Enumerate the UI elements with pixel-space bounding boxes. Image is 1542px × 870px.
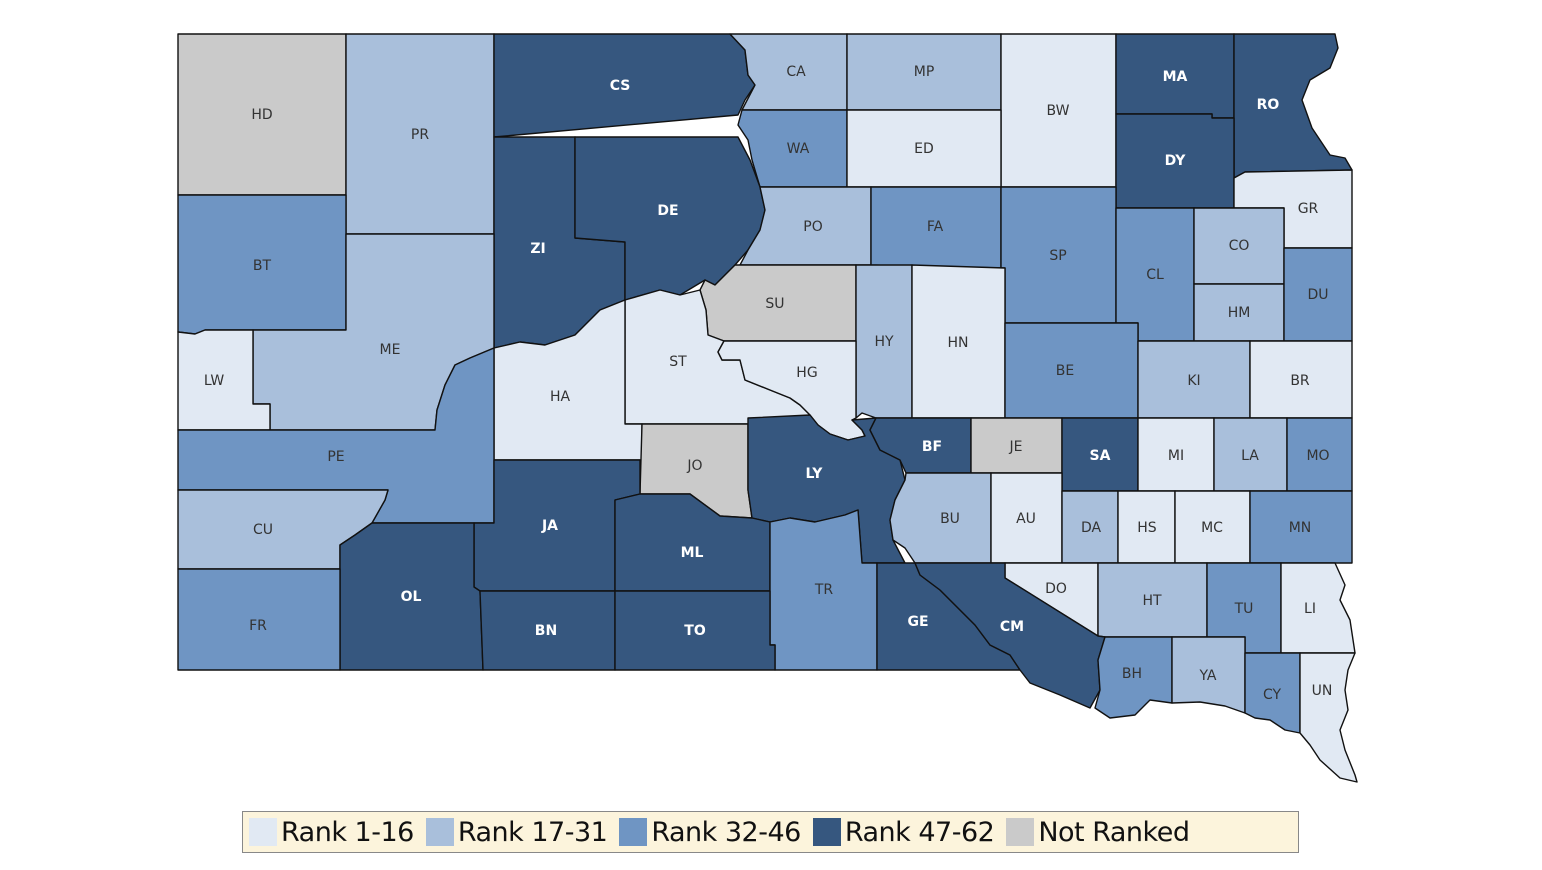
county-MO[interactable] xyxy=(1286,417,1353,492)
county-YA[interactable] xyxy=(1171,636,1246,714)
county-UN[interactable] xyxy=(1299,652,1358,783)
county-BE[interactable] xyxy=(1004,322,1139,419)
county-CO[interactable] xyxy=(1193,207,1285,285)
county-CM[interactable] xyxy=(914,562,1106,709)
county-PR[interactable] xyxy=(345,33,495,235)
county-TO[interactable] xyxy=(614,590,776,671)
county-LI[interactable] xyxy=(1280,562,1356,654)
county-FR[interactable] xyxy=(177,568,341,671)
county-MN[interactable] xyxy=(1249,490,1353,564)
county-MA[interactable] xyxy=(1115,33,1235,119)
county-SU[interactable] xyxy=(699,264,857,342)
county-JE[interactable] xyxy=(970,417,1063,474)
county-DU[interactable] xyxy=(1283,247,1353,342)
county-DA[interactable] xyxy=(1061,490,1119,564)
legend-swatch xyxy=(249,818,277,846)
legend-label: Rank 47-62 xyxy=(844,816,995,848)
legend-swatch xyxy=(812,818,841,846)
county-DY[interactable] xyxy=(1115,113,1235,209)
county-HT[interactable] xyxy=(1097,562,1208,638)
county-RO[interactable] xyxy=(1233,33,1353,179)
legend-label: Not Ranked xyxy=(1038,816,1190,848)
county-HD[interactable] xyxy=(177,33,347,196)
county-AU[interactable] xyxy=(990,472,1063,564)
county-HY[interactable] xyxy=(855,264,913,419)
legend-swatch xyxy=(619,818,648,846)
county-BW[interactable] xyxy=(1000,33,1117,188)
county-MP[interactable] xyxy=(846,33,1002,111)
legend-item-rank-1-16[interactable]: Rank 1-16 xyxy=(249,817,414,848)
county-CY[interactable] xyxy=(1244,652,1301,734)
county-CA[interactable] xyxy=(729,33,848,111)
county-LA[interactable] xyxy=(1213,417,1288,492)
legend-swatch xyxy=(425,818,454,846)
legend-swatch xyxy=(1006,818,1035,846)
county-MI[interactable] xyxy=(1137,417,1215,492)
county-BR[interactable] xyxy=(1249,340,1353,419)
county-HN[interactable] xyxy=(911,264,1006,419)
county-MC[interactable] xyxy=(1174,490,1251,564)
county-BU[interactable] xyxy=(889,472,992,564)
county-SP[interactable] xyxy=(1000,186,1117,324)
legend-label: Rank 17-31 xyxy=(457,816,608,848)
county-FA[interactable] xyxy=(870,186,1002,269)
county-BT[interactable] xyxy=(177,194,347,335)
county-KI[interactable] xyxy=(1137,340,1251,419)
county-HS[interactable] xyxy=(1117,490,1176,564)
county-OL[interactable] xyxy=(339,522,484,671)
county-ED[interactable] xyxy=(846,109,1002,188)
legend-item-not-ranked[interactable]: Not Ranked xyxy=(1006,816,1190,848)
county-SA[interactable] xyxy=(1061,417,1139,492)
legend-label: Rank 32-46 xyxy=(651,816,801,848)
county-BN[interactable] xyxy=(479,590,616,671)
county-BH[interactable] xyxy=(1094,636,1173,719)
legend: Rank 1-16 Rank 17-31 Rank 32-46 Rank 47-… xyxy=(242,811,1299,853)
county-HM[interactable] xyxy=(1193,283,1285,342)
legend-label: Rank 1-16 xyxy=(281,816,414,848)
legend-item-rank-47-62[interactable]: Rank 47-62 xyxy=(812,816,995,848)
legend-item-rank-17-31[interactable]: Rank 17-31 xyxy=(425,816,608,848)
county-CL[interactable] xyxy=(1115,207,1195,342)
legend-item-rank-32-46[interactable]: Rank 32-46 xyxy=(619,817,801,848)
county-shapes xyxy=(177,33,1358,783)
county-CS[interactable] xyxy=(493,33,756,138)
